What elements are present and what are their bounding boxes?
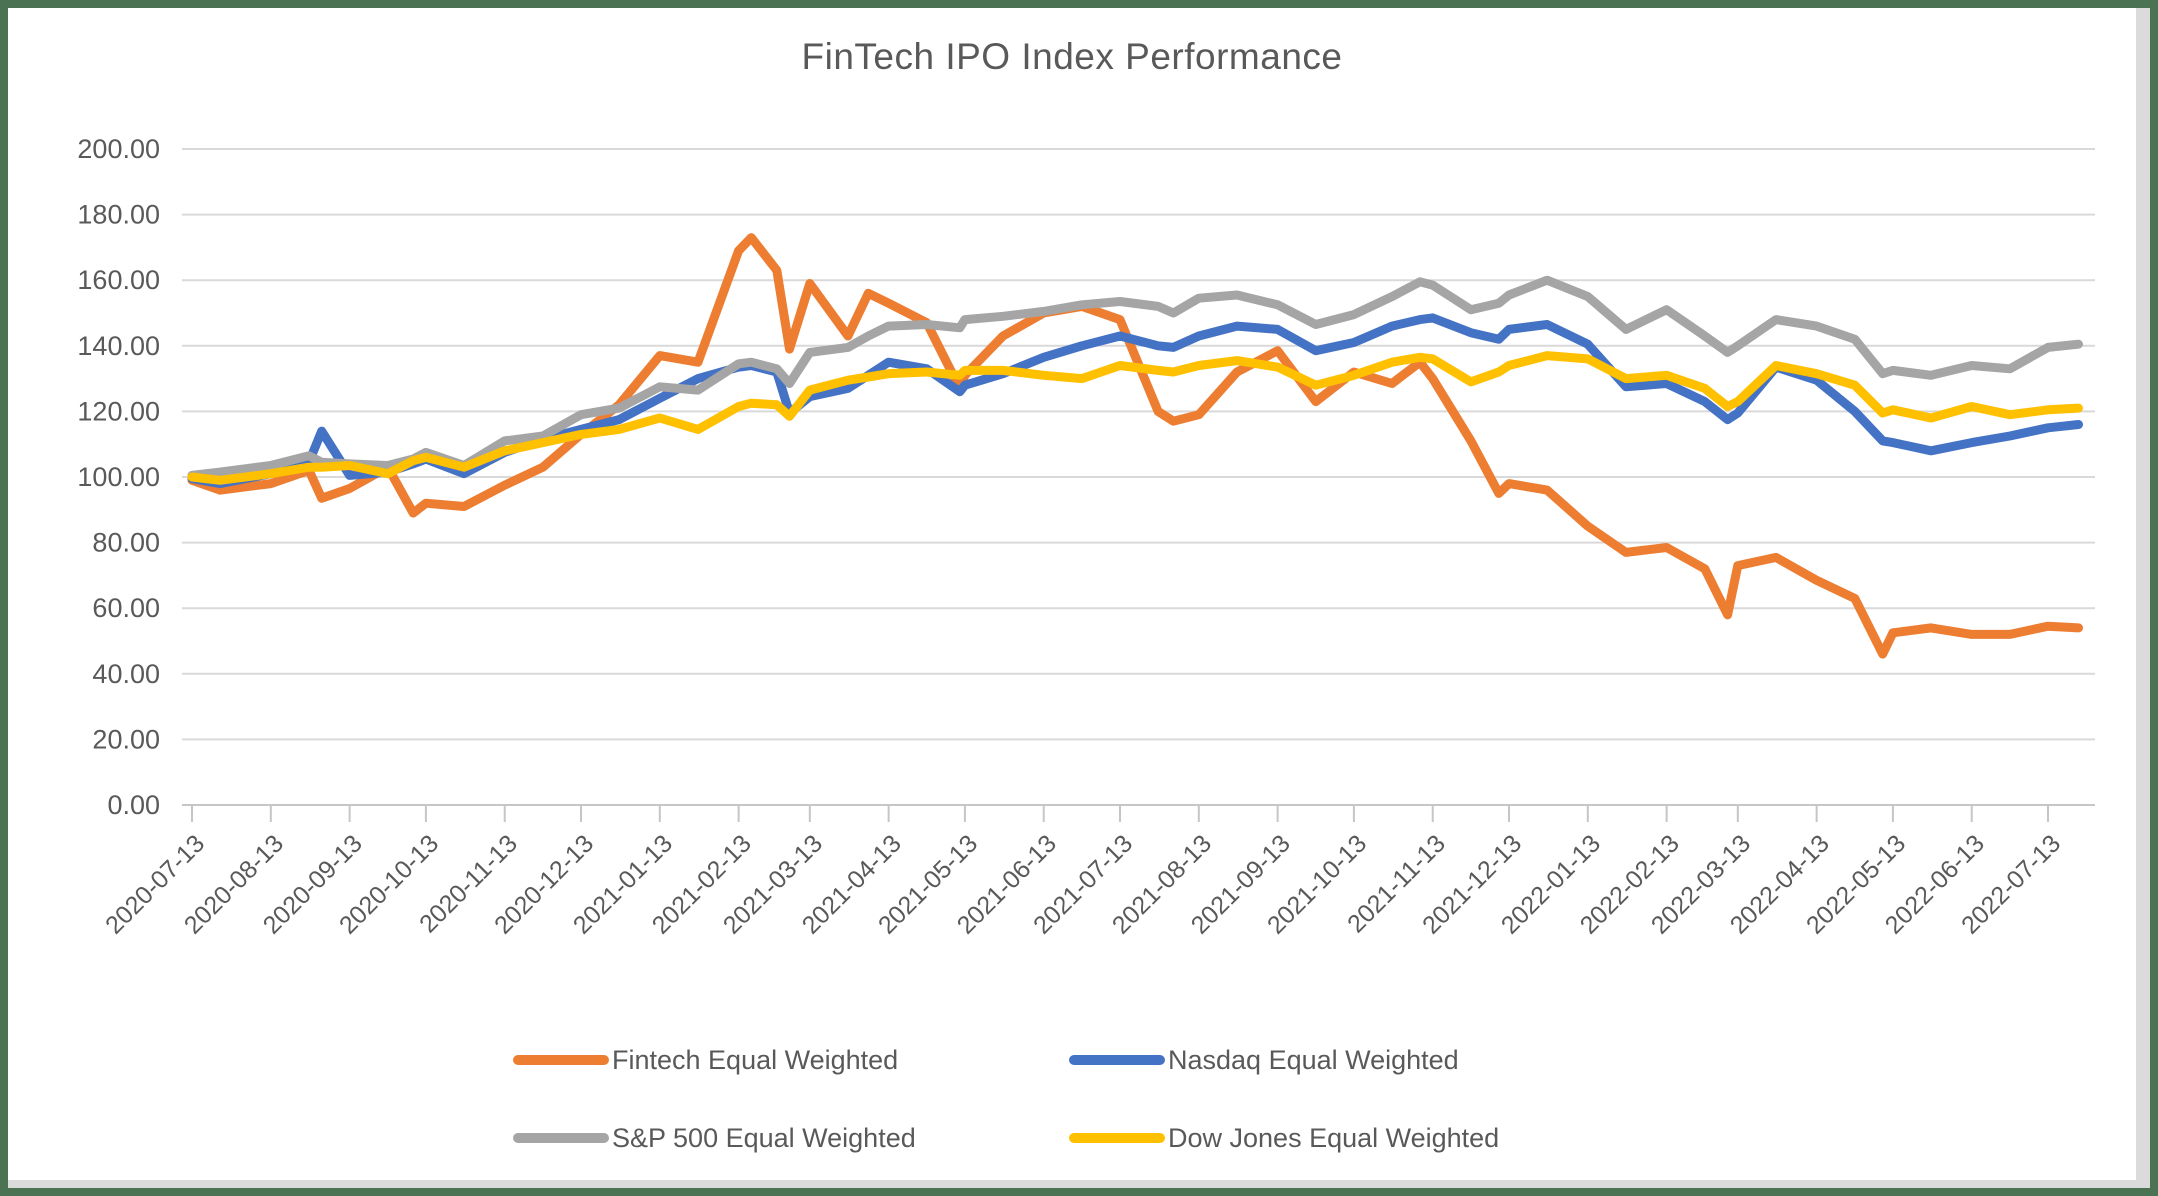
legend-item-fintech: Fintech Equal Weighted <box>513 1036 1069 1084</box>
nasdaq-line-swatch <box>1069 1055 1165 1065</box>
fintech-line-swatch <box>513 1055 609 1065</box>
y-tick-label: 100.00 <box>77 462 160 492</box>
legend-item-sp500: S&P 500 Equal Weighted <box>513 1114 1069 1162</box>
dowjones-line-swatch <box>1069 1133 1165 1143</box>
y-tick-label: 180.00 <box>77 200 160 230</box>
legend-label-dowjones: Dow Jones Equal Weighted <box>1168 1122 1500 1153</box>
series-line-s-p-500-equal-weighted <box>187 275 2083 480</box>
series-line-dow-jones-equal-weighted <box>187 351 2083 485</box>
y-tick-label: 0.00 <box>107 790 160 820</box>
series-line-fintech-equal-weighted <box>187 233 2083 659</box>
legend-item-nasdaq: Nasdaq Equal Weighted <box>1069 1036 1669 1084</box>
y-tick-label: 60.00 <box>92 593 160 623</box>
legend-item-dowjones: Dow Jones Equal Weighted <box>1069 1114 1669 1162</box>
chart-title: FinTech IPO Index Performance <box>801 36 1343 77</box>
y-tick-label: 140.00 <box>77 331 160 361</box>
legend-label-fintech: Fintech Equal Weighted <box>612 1044 899 1075</box>
y-tick-label: 160.00 <box>77 265 160 295</box>
y-tick-label: 20.00 <box>92 724 160 754</box>
y-tick-label: 200.00 <box>77 134 160 164</box>
legend-label-sp500: S&P 500 Equal Weighted <box>612 1122 916 1153</box>
plot-area: 0.00 20.00 40.00 60.00 80.00 100.00 120.00 140.… <box>77 134 2095 940</box>
sp500-line-swatch <box>513 1133 609 1143</box>
legend-label-nasdaq: Nasdaq Equal Weighted <box>1168 1044 1459 1075</box>
y-tick-label: 40.00 <box>92 659 160 689</box>
y-tick-label: 120.00 <box>77 396 160 426</box>
y-tick-label: 80.00 <box>92 528 160 558</box>
legend: Fintech Equal Weighted Nasdaq Equal Weig… <box>513 1036 1669 1162</box>
chart-canvas: 0.00 20.00 40.00 60.00 80.00 100.00 120.00 140.… <box>8 8 2150 1188</box>
